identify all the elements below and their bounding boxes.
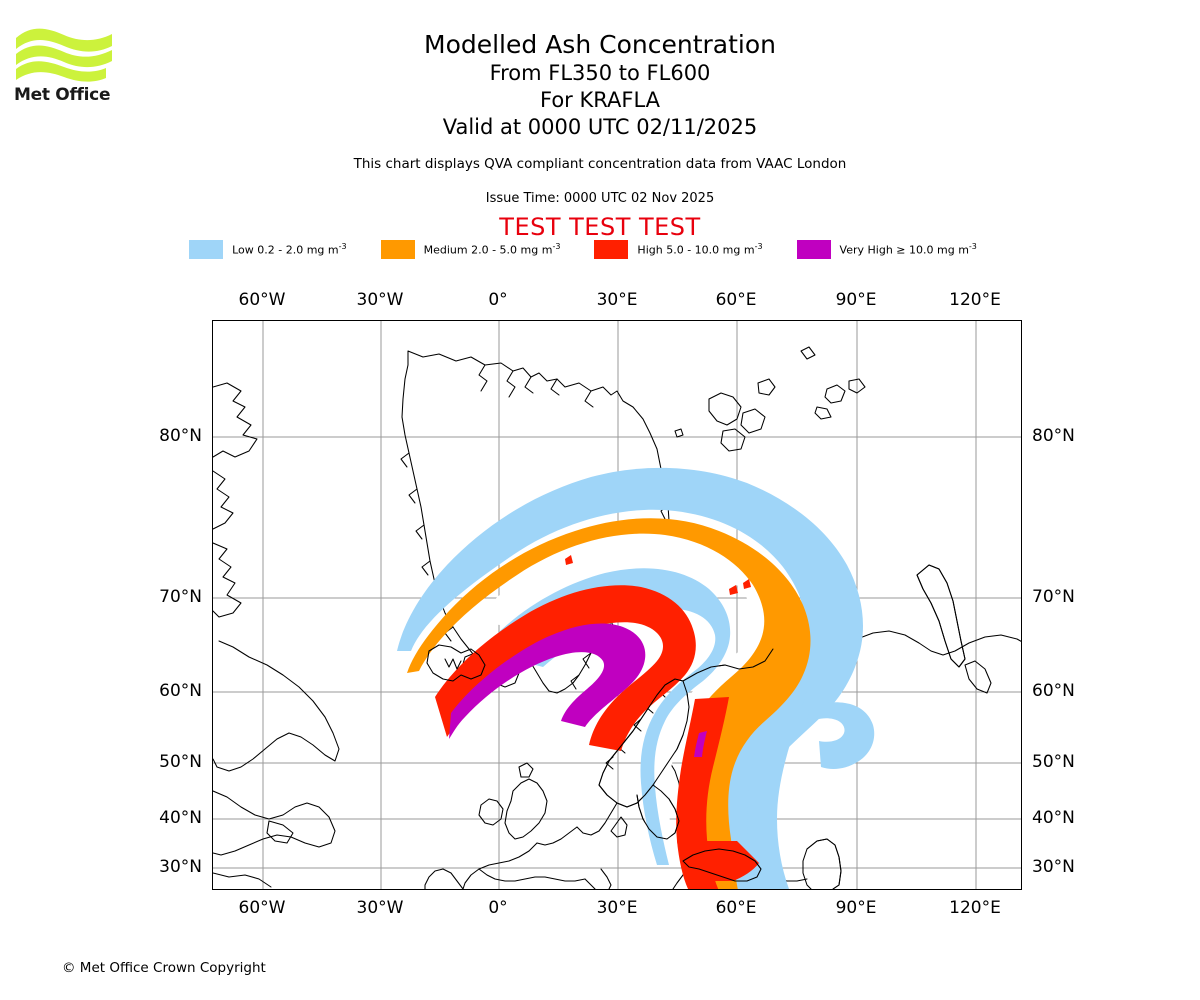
copyright-text: © Met Office Crown Copyright [62, 960, 266, 976]
lat-tick-label-right: 60°N [1032, 681, 1075, 701]
ash-plume-contours [397, 467, 875, 889]
lon-tick-label-bottom: 30°E [596, 898, 638, 918]
map-coastlines-overlay [426, 564, 966, 889]
legend-swatch-high [594, 240, 629, 259]
lon-tick-label-bottom: 0° [488, 898, 508, 918]
lon-tick-label-bottom: 90°E [835, 898, 877, 918]
lat-tick-label-right: 50°N [1032, 752, 1075, 772]
legend-item-very-high: Very High ≥ 10.0 mg m-3 [796, 240, 1011, 259]
title-valid-time: Valid at 0000 UTC 02/11/2025 [442, 115, 758, 139]
page-title: Modelled Ash Concentration [424, 30, 776, 59]
lon-tick-label-top: 30°W [356, 290, 404, 310]
legend-label-high: High 5.0 - 10.0 mg m-3 [637, 242, 763, 257]
issue-time-text: Issue Time: 0000 UTC 02 Nov 2025 [485, 191, 715, 206]
ash-concentration-map[interactable]: 60°W 60°W 30°W 30°W 0° 0° 30°E 30°E 60°E 60°E 90°E… [159, 290, 1075, 918]
test-banner: TEST TEST TEST [499, 213, 701, 241]
lon-tick-label-top: 0° [488, 290, 508, 310]
legend-swatch-low [189, 240, 224, 259]
plume-low-se-branch [747, 671, 811, 889]
plume-very-high [449, 623, 646, 739]
title-volcano: For KRAFLA [540, 88, 660, 112]
plume-very-high-se [694, 731, 707, 757]
lon-tick-label-top: 60°W [238, 290, 286, 310]
lon-tick-label-bottom: 30°W [356, 898, 404, 918]
plume-medium [407, 518, 811, 889]
plume-high-se-foot [677, 841, 759, 881]
lon-tick-label-bottom: 60°W [238, 898, 286, 918]
legend-label-very-high: Very High ≥ 10.0 mg m-3 [839, 242, 977, 257]
lat-tick-label-left: 40°N [159, 808, 202, 828]
lon-tick-label-top: 120°E [949, 290, 1001, 310]
lat-tick-label-right: 70°N [1032, 587, 1075, 607]
chart-title-block: Modelled Ash Concentration From FL350 to… [0, 30, 1200, 141]
lat-tick-label-right: 80°N [1032, 426, 1075, 446]
met-office-waves-icon [16, 28, 112, 82]
lat-tick-label-left: 70°N [159, 587, 202, 607]
legend-swatch-medium [380, 240, 415, 259]
logo-wordmark: Met Office [14, 85, 111, 105]
plume-low-east-hook [807, 702, 875, 769]
lat-tick-label-left: 50°N [159, 752, 202, 772]
plume-low [397, 467, 863, 889]
legend-label-medium: Medium 2.0 - 5.0 mg m-3 [423, 242, 561, 257]
lat-tick-label-right: 40°N [1032, 808, 1075, 828]
legend-item-high: High 5.0 - 10.0 mg m-3 [594, 240, 796, 259]
concentration-legend: Low 0.2 - 2.0 mg m-3 Medium 2.0 - 5.0 mg… [0, 240, 1200, 259]
legend-label-low: Low 0.2 - 2.0 mg m-3 [232, 242, 347, 257]
map-frame [212, 320, 1022, 890]
met-office-logo: Met Office [14, 22, 124, 112]
lat-tick-label-left: 30°N [159, 857, 202, 877]
legend-item-medium: Medium 2.0 - 5.0 mg m-3 [380, 240, 595, 259]
chart-subtitle: This chart displays QVA compliant concen… [353, 156, 847, 172]
plume-high [435, 585, 696, 751]
title-flight-levels: From FL350 to FL600 [489, 61, 711, 85]
lon-tick-label-top: 60°E [715, 290, 757, 310]
lat-tick-label-left: 80°N [159, 426, 202, 446]
legend-swatch-very-high [796, 240, 831, 259]
map-canvas [213, 321, 1021, 889]
lon-tick-label-top: 30°E [596, 290, 638, 310]
lat-tick-label-right: 30°N [1032, 857, 1075, 877]
lon-tick-label-bottom: 120°E [949, 898, 1001, 918]
lon-tick-label-bottom: 60°E [715, 898, 757, 918]
lon-tick-label-top: 90°E [835, 290, 877, 310]
legend-item-low: Low 0.2 - 2.0 mg m-3 [189, 240, 381, 259]
lat-tick-label-left: 60°N [159, 681, 202, 701]
